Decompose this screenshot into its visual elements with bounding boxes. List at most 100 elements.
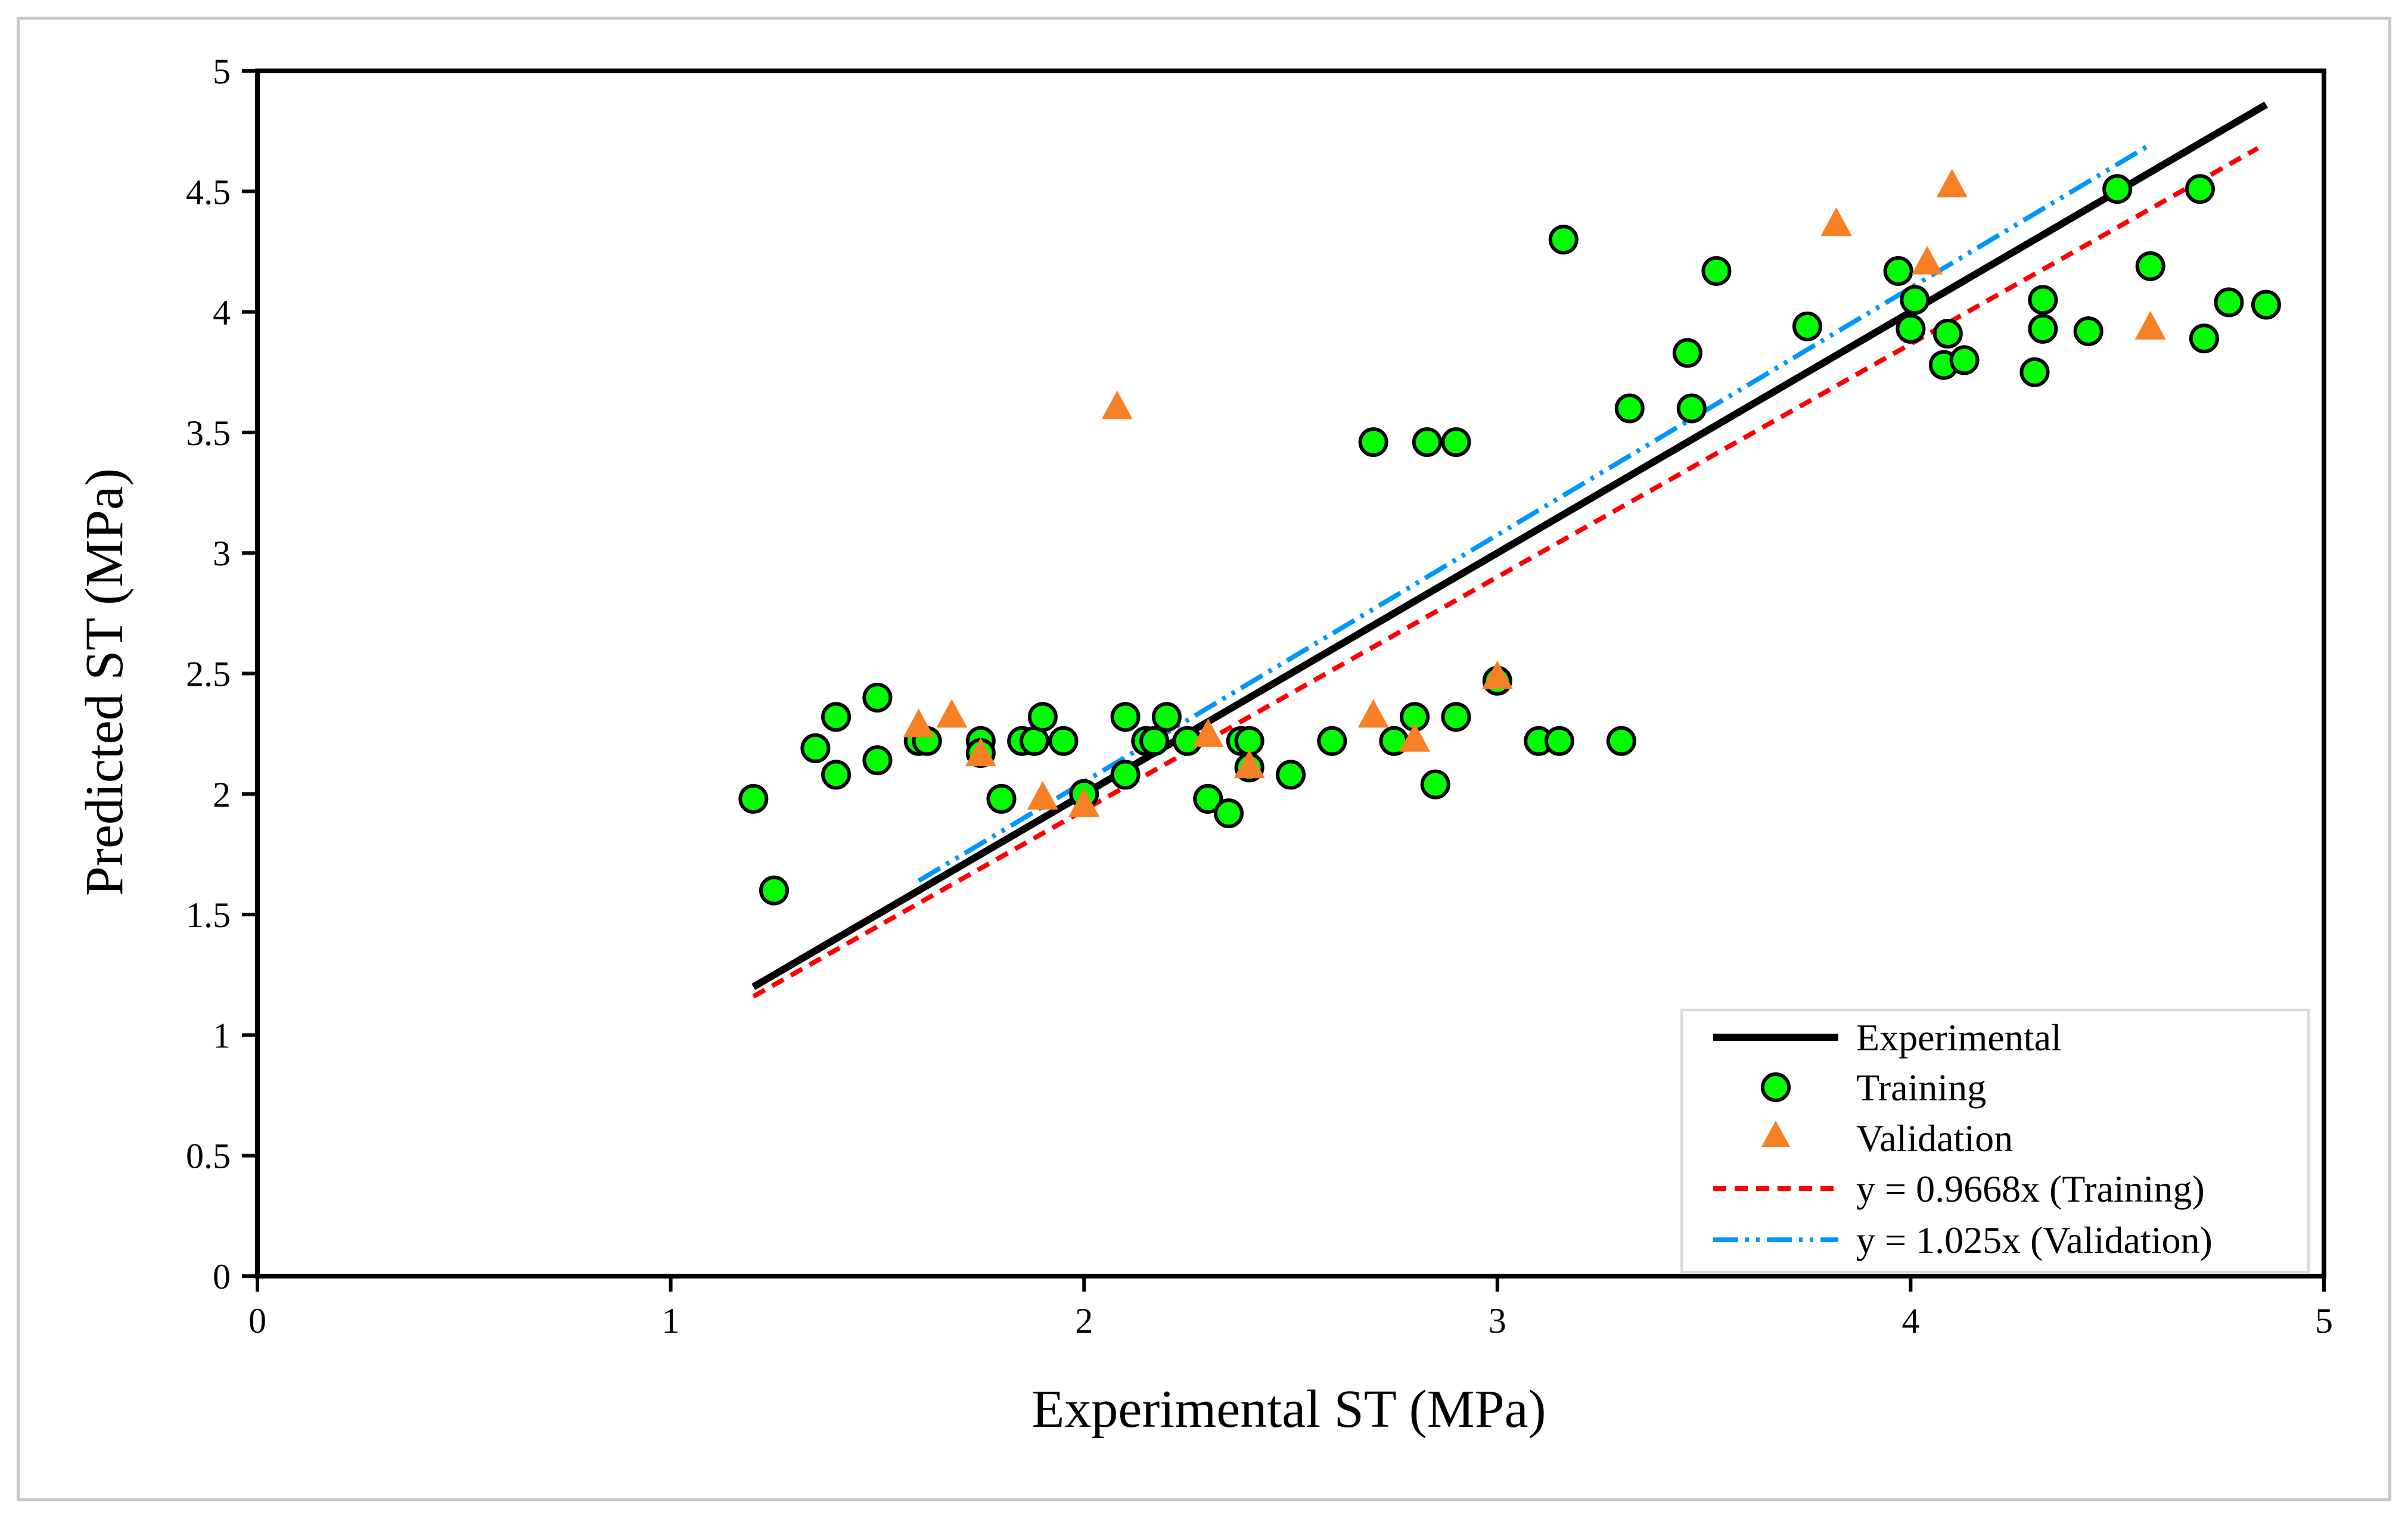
plot-area: 0 1 2 3 4 5 0 0.5 1 1.5 2 2.5 3 3.5 4 4.5 5 xyxy=(186,52,2333,1340)
legend-swatch-validation xyxy=(1761,1121,1790,1147)
training-point xyxy=(862,745,893,776)
y-tick-label: 0 xyxy=(213,1257,231,1296)
x-axis-title: Experimental ST (MPa) xyxy=(1031,1380,1546,1439)
training-point xyxy=(1276,760,1306,790)
training-point xyxy=(1606,726,1636,756)
validation-point xyxy=(936,699,968,728)
x-tick-labels: 0 1 2 3 4 5 xyxy=(248,1301,2333,1340)
training-point xyxy=(1213,798,1244,829)
training-point xyxy=(1672,338,1702,368)
validation-point xyxy=(1399,723,1431,752)
training-point xyxy=(800,733,831,763)
training-point xyxy=(759,875,789,906)
y-tick-labels: 0 0.5 1 1.5 2 2.5 3 3.5 4 4.5 5 xyxy=(186,52,231,1296)
y-tick-label: 2 xyxy=(213,775,231,814)
training-point xyxy=(2214,287,2244,318)
validation-point xyxy=(1912,245,1943,275)
y-tick-label: 4.5 xyxy=(186,172,231,211)
training-point xyxy=(2135,251,2165,281)
training-point xyxy=(1358,427,1388,458)
training-point xyxy=(1949,345,1980,375)
training-point xyxy=(1110,702,1141,732)
y-tick-label: 3.5 xyxy=(186,413,231,453)
training-point xyxy=(1701,256,1732,286)
experimental-line xyxy=(751,101,2268,990)
validation-point xyxy=(903,708,934,738)
legend-label-validation: Validation xyxy=(1856,1117,2013,1159)
y-tick-label: 1.5 xyxy=(186,895,231,935)
training-point xyxy=(2028,285,2058,315)
training-fit-line xyxy=(752,146,2259,999)
y-tick-label: 3 xyxy=(213,534,231,573)
validation-point xyxy=(965,738,996,767)
training-point xyxy=(2251,290,2281,320)
training-point xyxy=(2102,174,2133,204)
y-tick-label: 5 xyxy=(213,52,231,91)
training-point xyxy=(738,783,769,814)
training-point xyxy=(821,702,852,732)
training-point xyxy=(2019,357,2050,387)
y-tick-label: 2.5 xyxy=(186,655,231,694)
training-point xyxy=(1027,702,1058,732)
x-tick-label: 3 xyxy=(1489,1301,1506,1340)
training-point xyxy=(2028,313,2058,344)
training-point xyxy=(1412,427,1442,458)
training-point xyxy=(1614,393,1645,424)
y-tick-label: 1 xyxy=(213,1016,231,1055)
legend-label-training: Training xyxy=(1856,1066,1986,1109)
legend: Experimental Training Validation y = 0.9… xyxy=(1680,1009,2310,1273)
validation-point xyxy=(1820,207,1852,236)
training-point xyxy=(1139,726,1170,756)
validation-point xyxy=(1068,788,1100,817)
training-point xyxy=(986,783,1017,814)
validation-point xyxy=(1027,780,1058,810)
training-point xyxy=(1110,760,1141,790)
training-point xyxy=(2189,323,2219,354)
series-layer xyxy=(738,101,2281,999)
training-point xyxy=(1792,311,1822,341)
axes xyxy=(242,69,2326,1292)
training-point xyxy=(1896,313,1926,344)
validation-point xyxy=(1481,660,1513,689)
legend-label-training-fit: y = 0.9668x (Training) xyxy=(1856,1168,2205,1210)
validation-point xyxy=(2134,310,2166,340)
training-point xyxy=(1676,393,1707,424)
training-point xyxy=(1193,783,1223,814)
x-tick-label: 1 xyxy=(662,1301,680,1340)
training-point xyxy=(1420,769,1450,800)
legend-box xyxy=(1680,1009,2310,1273)
chart-frame xyxy=(17,17,2391,1501)
x-tick-label: 4 xyxy=(1901,1301,1919,1340)
training-point xyxy=(1317,726,1347,756)
training-point xyxy=(1441,427,1471,458)
x-tick-label: 5 xyxy=(2315,1301,2333,1340)
y-axis-title: Predicted ST (MPa) xyxy=(75,468,134,896)
training-point xyxy=(2185,174,2215,204)
y-tick-label: 4 xyxy=(213,293,231,332)
legend-swatch-training xyxy=(1761,1072,1791,1102)
training-point xyxy=(1900,285,1930,315)
x-tick-label: 0 xyxy=(248,1301,266,1340)
training-point xyxy=(2073,316,2103,346)
x-tick-label: 2 xyxy=(1075,1301,1093,1340)
y-tick-label: 0.5 xyxy=(186,1137,231,1176)
training-point xyxy=(821,760,852,790)
validation-fit-line xyxy=(917,142,2152,883)
validation-point xyxy=(1936,169,1968,198)
legend-label-validation-fit: y = 1.025x (Validation) xyxy=(1856,1219,2213,1261)
training-point xyxy=(862,682,893,713)
validation-point xyxy=(1192,718,1224,747)
training-point xyxy=(1151,702,1182,732)
training-point xyxy=(1883,256,1913,286)
validation-point xyxy=(1357,699,1389,728)
training-point xyxy=(1441,702,1471,732)
validation-point xyxy=(1233,749,1265,779)
training-point xyxy=(1932,319,1963,349)
training-point xyxy=(1548,225,1579,255)
training-point xyxy=(1544,726,1574,756)
validation-point xyxy=(1101,390,1133,419)
legend-label-experimental: Experimental xyxy=(1856,1016,2062,1059)
training-point xyxy=(1019,726,1049,756)
training-point xyxy=(1048,726,1079,756)
